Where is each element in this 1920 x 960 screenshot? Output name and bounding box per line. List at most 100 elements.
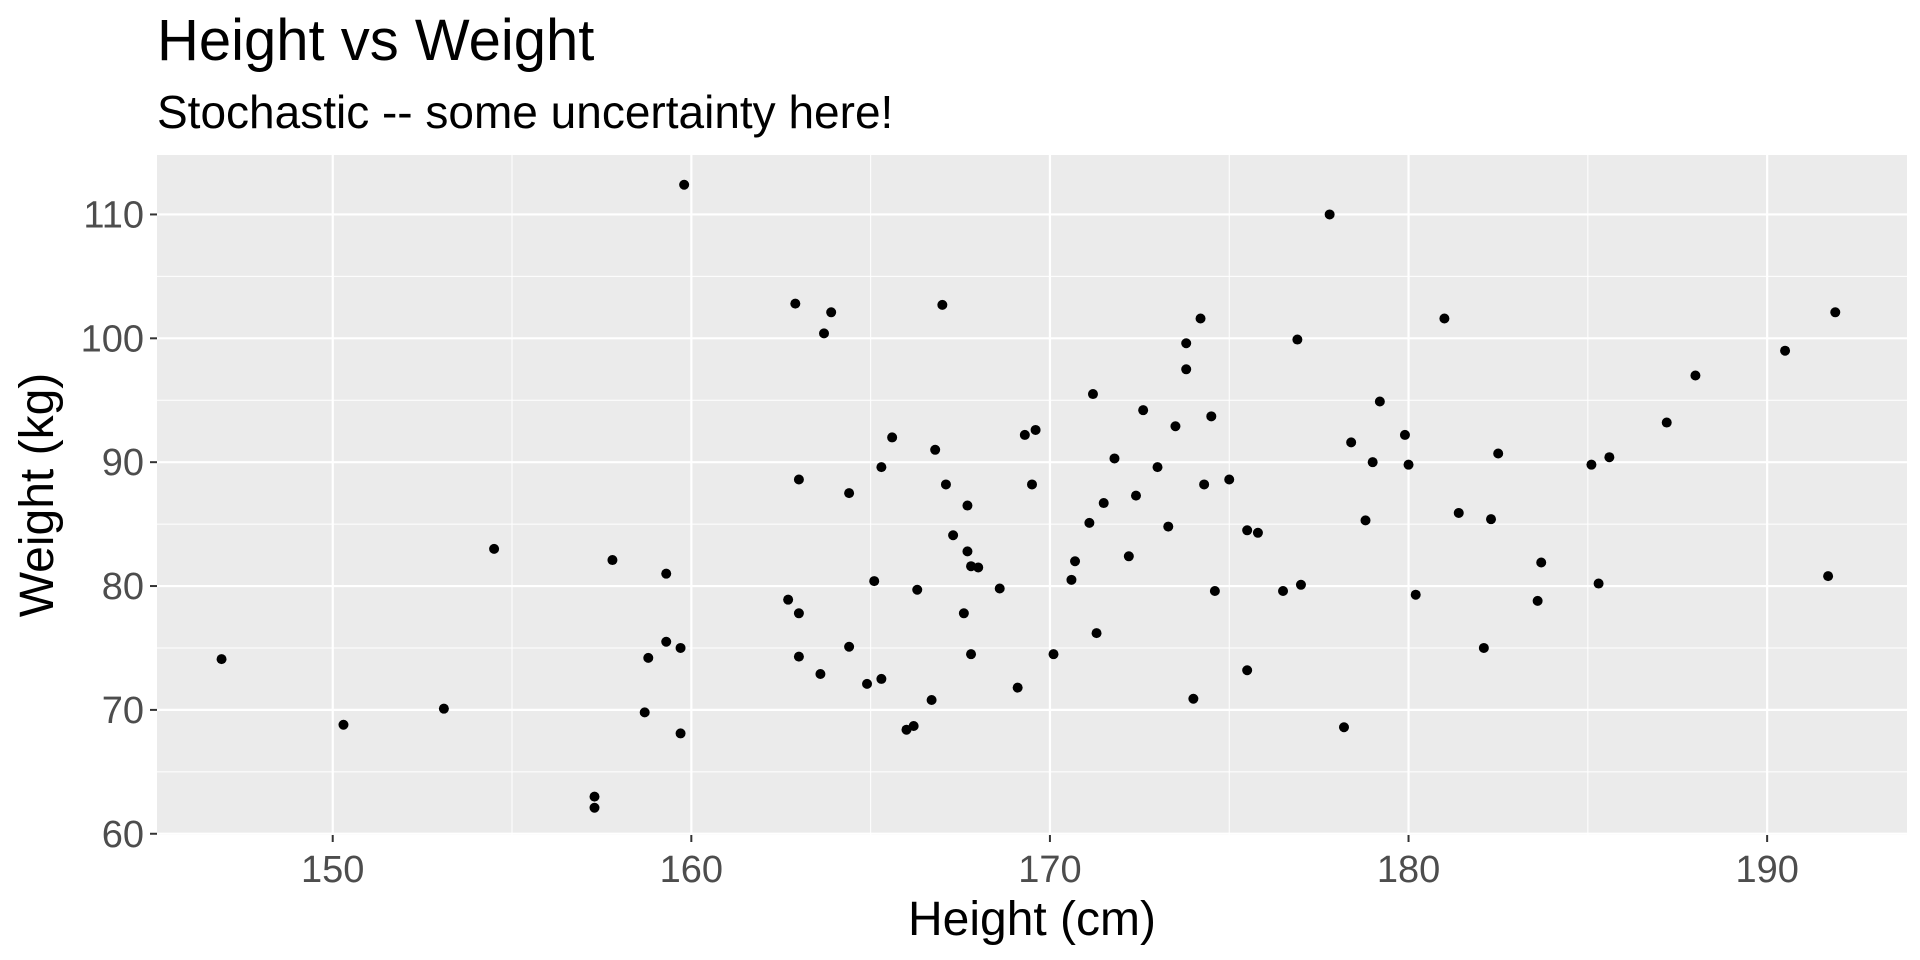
data-point: [489, 543, 500, 554]
chart-title: Height vs Weight: [157, 8, 594, 73]
data-point: [1593, 578, 1604, 589]
x-tick-label: 190: [1735, 849, 1798, 891]
data-point: [1278, 585, 1289, 596]
data-point: [1048, 649, 1059, 660]
data-point: [937, 299, 948, 310]
y-tick-label: 110: [83, 194, 144, 236]
data-point: [1823, 571, 1834, 582]
y-axis-title: Weight (kg): [11, 373, 64, 618]
data-point: [1360, 515, 1371, 526]
data-point: [1012, 682, 1023, 693]
data-point: [962, 546, 973, 557]
data-point: [1109, 453, 1120, 464]
data-point: [1338, 722, 1349, 733]
data-point: [1374, 396, 1385, 407]
data-point: [1027, 479, 1037, 490]
data-point: [661, 636, 672, 647]
data-point: [216, 654, 227, 665]
data-point: [1098, 498, 1109, 509]
data-point: [1084, 517, 1095, 528]
data-point: [1586, 459, 1597, 470]
data-point: [675, 728, 686, 739]
data-point: [1690, 370, 1701, 381]
data-point: [1170, 421, 1181, 432]
data-point: [1367, 457, 1378, 468]
data-point: [1478, 642, 1489, 653]
data-point: [994, 583, 1005, 594]
data-point: [793, 608, 804, 619]
data-point: [1224, 474, 1235, 485]
data-point: [783, 594, 794, 605]
data-point: [1292, 334, 1303, 345]
x-tick-label: 160: [660, 849, 723, 891]
data-point: [1181, 338, 1192, 349]
data-point: [793, 651, 804, 662]
y-tick-label: 70: [102, 690, 144, 732]
minor-gridlines: [157, 155, 1907, 835]
data-point: [940, 479, 951, 490]
data-point: [589, 791, 600, 802]
y-tick-label: 100: [81, 318, 144, 360]
y-tick-label: 90: [102, 442, 144, 484]
data-point: [948, 530, 959, 541]
data-point: [1152, 462, 1163, 473]
data-point: [1195, 313, 1206, 324]
data-point: [862, 678, 873, 689]
data-point: [815, 668, 826, 679]
data-point: [1346, 437, 1357, 448]
data-point: [958, 608, 969, 619]
chart-subtitle: Stochastic -- some uncertainty here!: [157, 86, 893, 138]
data-point: [887, 432, 898, 443]
data-point: [1532, 595, 1543, 606]
x-tick-label: 170: [1018, 849, 1081, 891]
data-point: [1324, 209, 1335, 220]
data-point: [1536, 557, 1547, 568]
x-tick-label: 180: [1377, 849, 1440, 891]
data-point: [912, 584, 923, 595]
data-point: [962, 500, 973, 511]
data-point: [1453, 507, 1464, 518]
data-point: [790, 298, 801, 309]
data-point: [966, 649, 977, 660]
data-point: [869, 576, 880, 587]
data-point: [438, 703, 449, 714]
data-point: [1130, 490, 1141, 501]
data-point: [1070, 556, 1081, 567]
data-point: [973, 562, 984, 573]
data-points: [216, 179, 1841, 813]
data-point: [1209, 585, 1220, 596]
y-axis-tick-labels: 60 70 80 90 100 110: [81, 194, 144, 855]
data-point: [1403, 459, 1414, 470]
data-point: [607, 555, 618, 566]
data-point: [1604, 452, 1615, 463]
data-point: [1439, 313, 1450, 324]
data-point: [1780, 345, 1791, 356]
plot-panel: [157, 155, 1907, 835]
data-point: [1493, 448, 1504, 459]
data-point: [1252, 527, 1263, 538]
x-axis-title: Height (cm): [908, 893, 1156, 946]
data-point: [661, 568, 672, 579]
data-point: [876, 673, 887, 684]
data-point: [1163, 521, 1174, 532]
data-point: [926, 694, 937, 705]
data-point: [1181, 364, 1192, 375]
data-point: [338, 719, 349, 730]
data-point: [844, 488, 855, 499]
data-point: [876, 462, 887, 473]
x-tick-label: 150: [301, 849, 364, 891]
data-point: [844, 641, 855, 652]
data-point: [1123, 551, 1134, 562]
data-point: [1199, 479, 1210, 490]
data-point: [1242, 525, 1253, 536]
major-gridlines: [157, 155, 1907, 835]
data-point: [826, 307, 837, 318]
data-point: [819, 328, 830, 339]
data-point: [930, 444, 941, 455]
data-point: [1399, 429, 1410, 440]
data-point: [1830, 307, 1841, 318]
data-point: [643, 652, 654, 663]
y-tick-label: 80: [102, 566, 144, 608]
data-point: [1661, 417, 1672, 428]
